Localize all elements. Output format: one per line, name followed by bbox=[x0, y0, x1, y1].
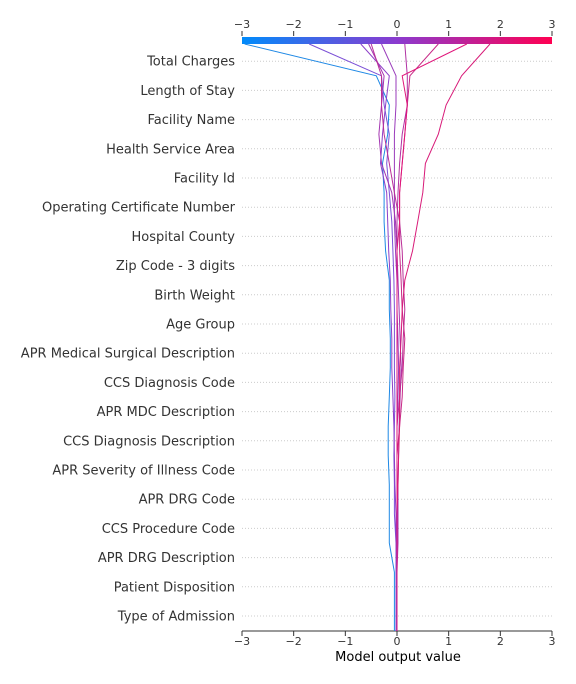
bottom-tick-label: −1 bbox=[337, 635, 353, 648]
feature-label: Facility Id bbox=[174, 172, 235, 187]
feature-label: Patient Disposition bbox=[114, 580, 235, 595]
decision-line bbox=[308, 43, 397, 631]
top-tick-label: 2 bbox=[497, 18, 504, 31]
feature-label: Hospital County bbox=[132, 230, 236, 245]
colorbar bbox=[242, 37, 552, 44]
top-tick-label: 1 bbox=[445, 18, 452, 31]
decision-line bbox=[244, 43, 395, 631]
feature-label: APR Severity of Illness Code bbox=[52, 464, 235, 479]
feature-labels: Type of Admission Patient Disposition APR … bbox=[21, 55, 236, 625]
feature-label: CCS Procedure Code bbox=[102, 522, 235, 537]
feature-label: Operating Certificate Number bbox=[42, 201, 236, 216]
decision-line bbox=[396, 43, 491, 631]
bottom-tick-label: −3 bbox=[234, 635, 250, 648]
feature-label: Facility Name bbox=[147, 113, 235, 128]
top-tick-label: −2 bbox=[286, 18, 302, 31]
x-axis-title: Model output value bbox=[335, 650, 461, 665]
top-tick-label: −1 bbox=[337, 18, 353, 31]
bottom-tick-label: 3 bbox=[549, 635, 556, 648]
decision-line bbox=[360, 43, 398, 631]
feature-label: Health Service Area bbox=[106, 142, 235, 157]
feature-label: Length of Stay bbox=[140, 84, 235, 99]
feature-label: Age Group bbox=[166, 318, 235, 333]
feature-label: Total Charges bbox=[146, 55, 235, 70]
feature-label: CCS Diagnosis Description bbox=[63, 434, 235, 449]
top-tick-label: 0 bbox=[394, 18, 401, 31]
feature-label: Zip Code - 3 digits bbox=[116, 259, 235, 274]
bottom-tick-label: 1 bbox=[445, 635, 452, 648]
feature-label: Birth Weight bbox=[154, 288, 235, 303]
feature-label: Type of Admission bbox=[117, 610, 235, 625]
feature-label: CCS Diagnosis Code bbox=[104, 376, 235, 391]
bottom-tick-label: −2 bbox=[286, 635, 302, 648]
bottom-axis: −3 −2 −1 0 1 2 3 bbox=[234, 630, 556, 648]
gridlines bbox=[242, 60, 552, 617]
top-tick-label: −3 bbox=[234, 18, 250, 31]
feature-label: APR Medical Surgical Description bbox=[21, 347, 235, 362]
decision-lines bbox=[244, 43, 491, 631]
decision-line bbox=[396, 43, 468, 631]
top-axis: −3 −2 −1 0 1 2 3 bbox=[234, 18, 556, 36]
feature-label: APR MDC Description bbox=[97, 405, 235, 420]
bottom-tick-label: 2 bbox=[497, 635, 504, 648]
decision-line bbox=[368, 43, 402, 631]
decision-line bbox=[396, 43, 408, 631]
bottom-tick-label: 0 bbox=[394, 635, 401, 648]
top-tick-label: 3 bbox=[549, 18, 556, 31]
feature-label: APR DRG Code bbox=[139, 493, 235, 508]
feature-label: APR DRG Description bbox=[98, 551, 235, 566]
